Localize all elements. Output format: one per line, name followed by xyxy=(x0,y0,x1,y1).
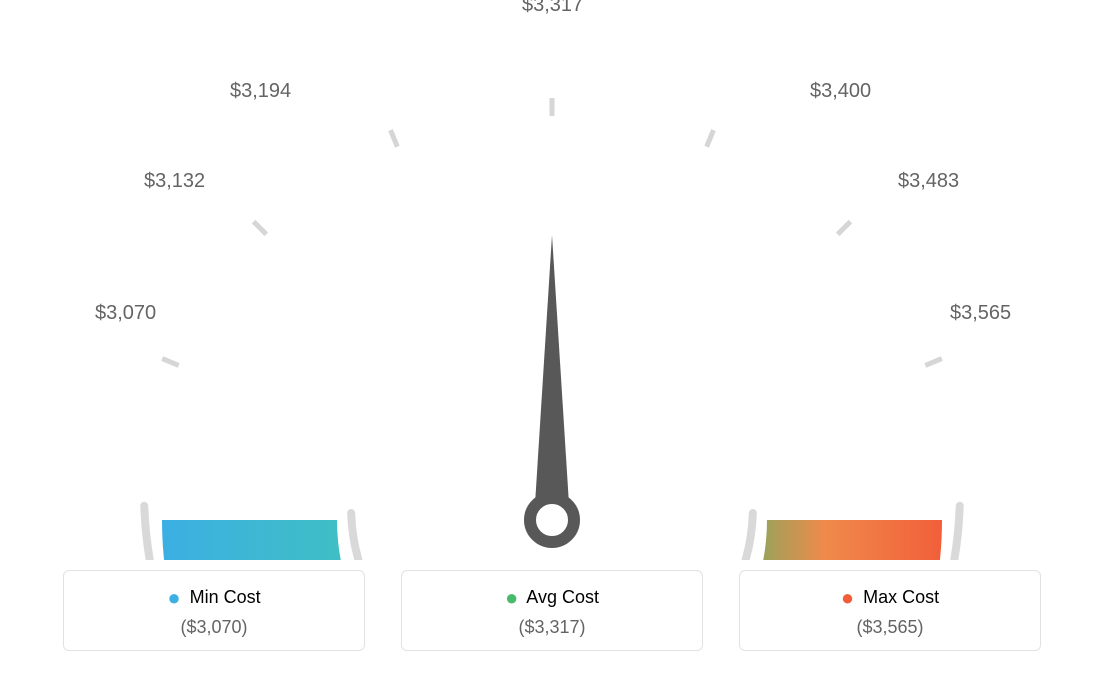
avg-dot-icon: ● xyxy=(505,585,518,610)
max-cost-title: ● Max Cost xyxy=(740,585,1040,611)
avg-cost-card: ● Avg Cost ($3,317) xyxy=(401,570,703,651)
min-cost-card: ● Min Cost ($3,070) xyxy=(63,570,365,651)
gauge-area: $3,070 $3,132 $3,194 $3,317 $3,400 $3,483 $3,5… xyxy=(0,0,1104,560)
max-cost-value: ($3,565) xyxy=(740,617,1040,638)
gauge-tick-label: $3,565 xyxy=(950,302,1011,325)
gauge-tick-label: $3,483 xyxy=(898,170,959,193)
gauge-tick-label: $3,194 xyxy=(230,80,291,103)
avg-cost-value: ($3,317) xyxy=(402,617,702,638)
cost-gauge-chart: $3,070 $3,132 $3,194 $3,317 $3,400 $3,483 $3,5… xyxy=(0,0,1104,690)
gauge-tick-label: $3,317 xyxy=(522,0,583,17)
min-dot-icon: ● xyxy=(167,585,180,610)
avg-cost-title: ● Avg Cost xyxy=(402,585,702,611)
legend-row: ● Min Cost ($3,070) ● Avg Cost ($3,317) … xyxy=(0,570,1104,651)
gauge-svg xyxy=(0,0,1104,560)
avg-cost-label: Avg Cost xyxy=(526,587,599,607)
gauge-tick-label: $3,400 xyxy=(810,80,871,103)
gauge-tick-label: $3,132 xyxy=(144,170,205,193)
gauge-tick-label: $3,070 xyxy=(95,302,156,325)
min-cost-value: ($3,070) xyxy=(64,617,364,638)
max-cost-label: Max Cost xyxy=(863,587,939,607)
max-cost-card: ● Max Cost ($3,565) xyxy=(739,570,1041,651)
min-cost-title: ● Min Cost xyxy=(64,585,364,611)
max-dot-icon: ● xyxy=(841,585,854,610)
min-cost-label: Min Cost xyxy=(190,587,261,607)
